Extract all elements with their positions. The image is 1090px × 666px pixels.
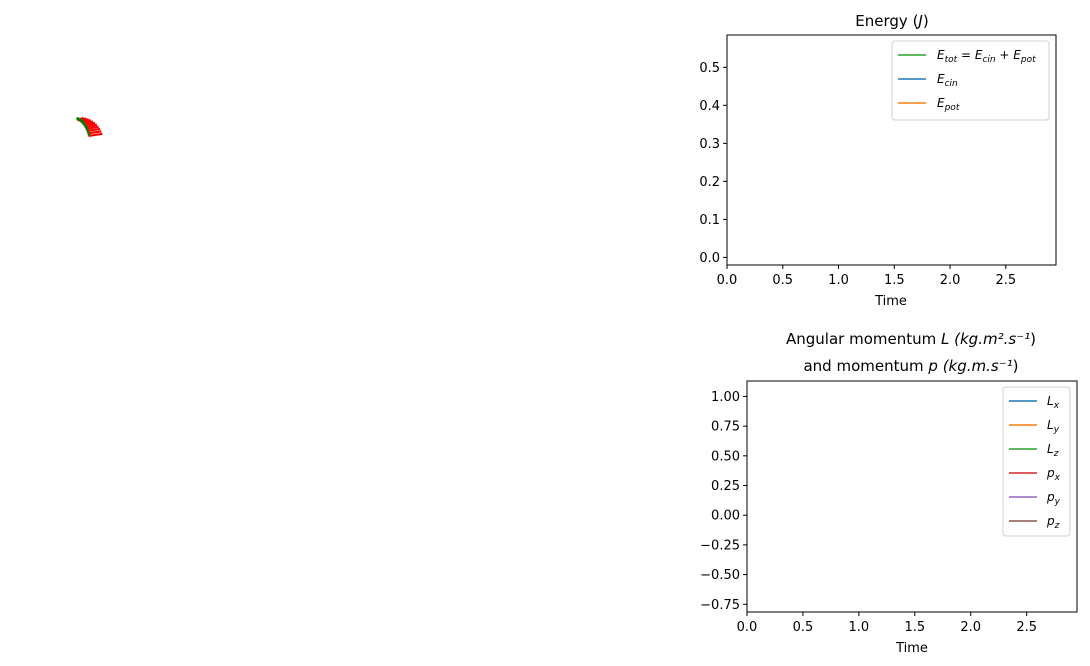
momentum-legend-box xyxy=(1002,386,1071,537)
legend-entry: Lx xyxy=(1009,394,1060,411)
legend-entry: Lz xyxy=(1009,442,1059,459)
momentum-x-ticks: 0.0 0.5 1.0 1.5 2.0 2.5 xyxy=(737,612,1037,635)
stick-tip xyxy=(82,121,86,126)
energy-legend-box xyxy=(891,40,1050,121)
y-tick-label: 0.0 xyxy=(699,251,720,266)
energy-y-ticks: 0.0 0.1 0.2 0.3 0.4 0.5 xyxy=(699,61,727,266)
stick-tip xyxy=(77,117,81,121)
momentum-chart: Angular momentum L (kg.m².s⁻¹) and momen… xyxy=(700,330,1078,656)
x-tick-label: 0.0 xyxy=(737,620,758,635)
y-tick-label: 0.50 xyxy=(711,449,740,464)
y-tick-label: 0.75 xyxy=(711,420,740,435)
momentum-legend: Lx Ly Lz px py pz xyxy=(1002,386,1071,537)
stick-tip xyxy=(79,119,84,123)
y-tick-label: −0.75 xyxy=(700,598,740,613)
energy-x-ticks: 0.0 0.5 1.0 1.5 2.0 2.5 xyxy=(717,265,1016,288)
y-tick-label: 0.00 xyxy=(711,509,740,524)
legend-entry: Etot = Ecin + Epot xyxy=(898,48,1036,65)
y-tick-label: −0.50 xyxy=(700,568,740,583)
legend-label: pz xyxy=(1046,514,1060,531)
momentum-chart-title-line2: and momentum p (kg.m.s⁻¹) xyxy=(803,357,1018,375)
x-tick-label: 1.5 xyxy=(904,620,925,635)
stick-tip xyxy=(85,127,89,132)
x-tick-label: 0.5 xyxy=(772,273,793,288)
momentum-x-axis-label: Time xyxy=(895,641,928,656)
legend-entry: Ecin xyxy=(898,72,958,89)
stick-tip xyxy=(84,125,88,130)
stick-frame xyxy=(88,132,103,138)
legend-label: Etot = Ecin + Epot xyxy=(937,48,1036,65)
x-tick-label: 2.0 xyxy=(960,620,981,635)
legend-entry: px xyxy=(1009,466,1061,483)
stick-tip xyxy=(86,130,90,134)
legend-label: Lz xyxy=(1047,442,1059,459)
legend-label: Lx xyxy=(1047,394,1060,411)
legend-label: Ly xyxy=(1047,418,1060,435)
stick-tip xyxy=(83,123,87,128)
stick-tip xyxy=(75,116,80,121)
energy-chart-title: Energy (J) xyxy=(855,12,928,30)
legend-entry: Ly xyxy=(1009,418,1060,435)
legend-entry: pz xyxy=(1009,514,1060,531)
stick-frame xyxy=(86,127,101,133)
y-tick-label: 0.5 xyxy=(699,61,720,76)
legend-label: Epot xyxy=(937,96,960,113)
legend-entry: Epot xyxy=(898,96,960,113)
x-tick-label: 0.0 xyxy=(717,273,738,288)
x-tick-label: 1.5 xyxy=(884,273,905,288)
y-tick-label: 1.00 xyxy=(711,390,740,405)
x-tick-label: 2.0 xyxy=(940,273,961,288)
y-tick-label: 0.4 xyxy=(699,99,720,114)
y-tick-label: 0.3 xyxy=(699,137,720,152)
x-tick-label: 0.5 xyxy=(793,620,814,635)
x-tick-label: 2.5 xyxy=(1016,620,1037,635)
momentum-y-ticks: 1.00 0.75 0.50 0.25 0.00 −0.25 −0.50 −0.75 xyxy=(700,390,747,613)
legend-entry: py xyxy=(1009,490,1061,507)
y-tick-label: 0.1 xyxy=(699,213,720,228)
x-tick-label: 2.5 xyxy=(995,273,1016,288)
stick-frame xyxy=(87,130,102,135)
x-tick-label: 1.0 xyxy=(849,620,870,635)
legend-label: px xyxy=(1046,466,1061,483)
energy-legend: Etot = Ecin + Epot Ecin Epot xyxy=(891,40,1050,121)
stick-tip xyxy=(78,118,82,122)
momentum-chart-title-line1: Angular momentum L (kg.m².s⁻¹) xyxy=(786,330,1036,348)
legend-label: py xyxy=(1046,490,1061,507)
y-tick-label: 0.2 xyxy=(699,175,720,190)
legend-label: Ecin xyxy=(937,72,958,89)
stick-tip xyxy=(81,120,85,124)
energy-chart: Energy (J) 0.0 0.5 1.0 1.5 2.0 2.5 0.00.10.20… xyxy=(699,12,1057,309)
y-tick-label: 0.25 xyxy=(711,479,740,494)
stick-tip xyxy=(87,132,91,137)
simulation-trace xyxy=(75,116,103,138)
x-tick-label: 1.0 xyxy=(828,273,849,288)
energy-x-axis-label: Time xyxy=(874,294,907,309)
y-tick-label: −0.25 xyxy=(700,538,740,553)
